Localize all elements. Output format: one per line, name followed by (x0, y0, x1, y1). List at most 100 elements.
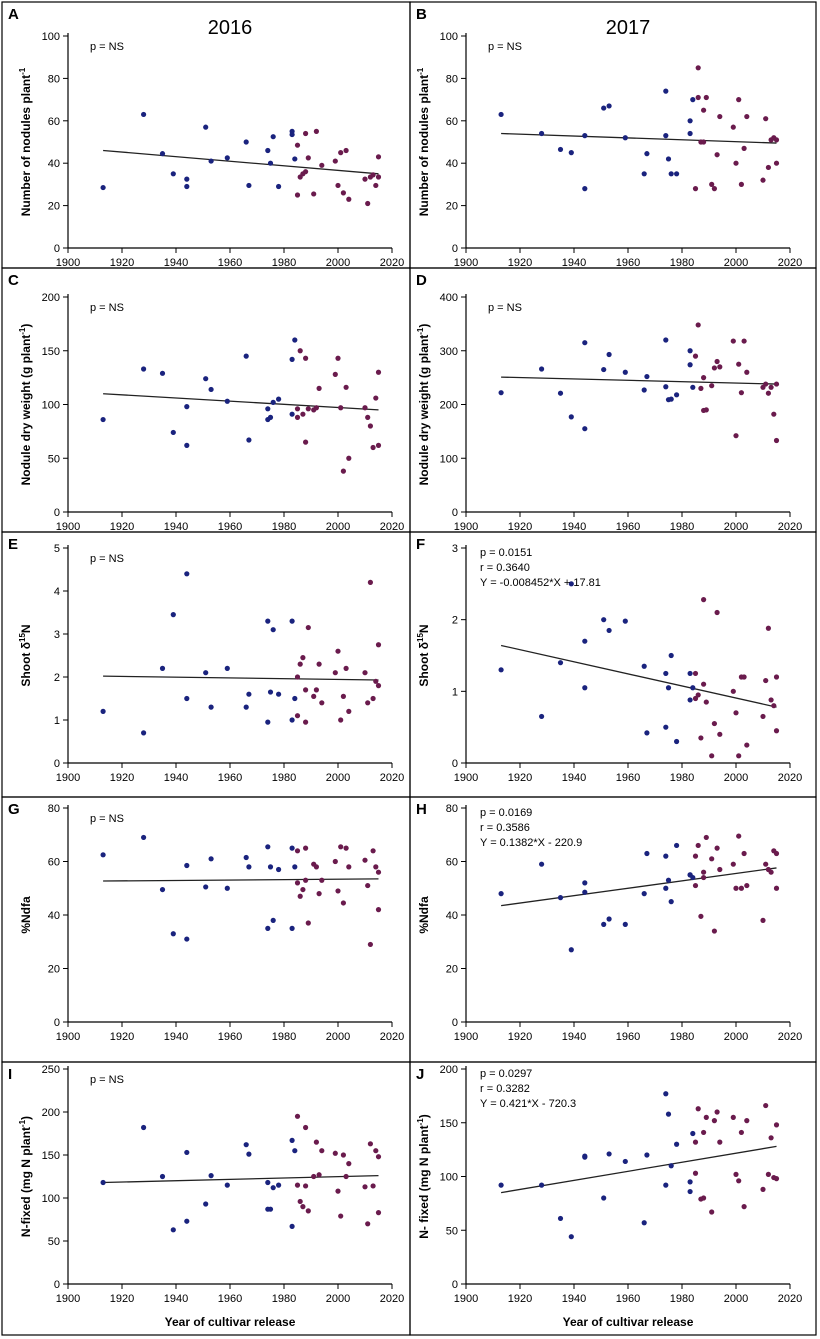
data-point (303, 1124, 309, 1131)
data-point (289, 1137, 295, 1143)
data-point (294, 880, 301, 886)
data-point (733, 160, 739, 166)
y-axis-title-superscript: -1 (416, 327, 425, 335)
x-tick-label: 1940 (164, 1293, 188, 1305)
y-tick-label: 300 (440, 346, 458, 358)
x-tick-label: 1940 (164, 772, 188, 784)
data-point (224, 155, 230, 161)
y-axis-title-main: %Ndfa (417, 896, 431, 934)
data-point (141, 1124, 147, 1131)
data-point (622, 369, 628, 375)
regression-line (501, 376, 777, 385)
data-point (741, 1204, 747, 1210)
data-point (568, 1234, 574, 1240)
data-point (100, 1179, 106, 1186)
data-point (316, 385, 322, 391)
x-tick-label: 1980 (272, 257, 296, 269)
data-point (141, 834, 147, 841)
data-point (367, 423, 373, 429)
data-point (668, 396, 674, 402)
x-tick-label: 2020 (778, 1293, 802, 1305)
data-point (717, 1139, 723, 1145)
data-point (362, 857, 368, 863)
data-point (665, 156, 672, 162)
data-point (763, 677, 769, 684)
y-tick-label: 20 (48, 964, 60, 976)
data-point (741, 338, 747, 344)
data-point (701, 1195, 707, 1201)
data-point (695, 65, 701, 71)
regression-line (103, 1174, 379, 1184)
data-point (311, 693, 317, 699)
data-point (370, 172, 376, 178)
data-point (687, 670, 693, 677)
x-tick-label: 1900 (56, 1293, 80, 1305)
data-point (311, 191, 317, 197)
data-point (701, 681, 707, 687)
data-point (365, 200, 371, 207)
data-point (736, 361, 742, 367)
data-point (305, 1208, 311, 1214)
regression-line (103, 878, 379, 882)
y-tick-label: 4 (54, 586, 60, 598)
data-point (289, 845, 295, 851)
data-point (343, 384, 349, 390)
data-point (270, 917, 276, 923)
data-point (568, 581, 574, 587)
data-point (692, 853, 699, 859)
data-point (568, 150, 574, 156)
data-point (763, 116, 769, 122)
data-point (276, 183, 282, 190)
y-tick-label: 50 (48, 453, 60, 465)
data-point (373, 678, 379, 684)
x-tick-label: 2000 (724, 1031, 748, 1043)
data-point (665, 685, 672, 691)
data-point (335, 648, 341, 654)
y-axis-title: Nodule dry weight (g plant-1) (416, 324, 431, 486)
data-point (332, 858, 338, 865)
data-point (265, 618, 271, 624)
data-point (265, 844, 271, 850)
y-axis-title-suffix: ) (417, 1114, 431, 1118)
y-tick-label: 0 (452, 243, 458, 255)
data-point (303, 877, 309, 883)
data-point (730, 688, 736, 694)
panel-letter: F (416, 536, 425, 553)
data-point (346, 864, 352, 870)
data-point (300, 886, 306, 893)
data-point (733, 710, 739, 716)
y-axis-title-main: Nodule dry weight (g plant (19, 335, 33, 486)
data-point (711, 720, 718, 727)
data-point (674, 392, 680, 398)
data-point (606, 916, 612, 922)
data-point (270, 134, 276, 140)
data-point (674, 738, 680, 745)
y-tick-label: 80 (446, 73, 458, 85)
y-tick-label: 60 (446, 116, 458, 128)
data-point (498, 390, 504, 396)
x-tick-label: 1960 (616, 1293, 640, 1305)
data-point (498, 1182, 504, 1188)
data-point (763, 381, 769, 387)
data-point (184, 1218, 190, 1224)
x-tick-label: 1920 (110, 1031, 134, 1043)
data-point (687, 362, 693, 368)
x-tick-label: 2000 (326, 521, 350, 533)
x-tick-label: 1900 (56, 521, 80, 533)
data-point (557, 660, 564, 666)
data-point (768, 869, 774, 875)
data-point (265, 1179, 271, 1186)
data-point (292, 695, 298, 702)
x-axis-title: Year of cultivar release (563, 1315, 694, 1329)
data-point (289, 618, 295, 624)
data-point (717, 113, 723, 120)
y-tick-label: 0 (452, 758, 458, 770)
data-point (365, 1221, 371, 1227)
data-point (701, 375, 707, 381)
data-point (313, 687, 319, 693)
data-point (340, 900, 346, 906)
data-point (367, 579, 373, 586)
y-axis-title: N-fixed (mg N plant-1) (18, 1116, 33, 1237)
data-point (703, 699, 709, 705)
